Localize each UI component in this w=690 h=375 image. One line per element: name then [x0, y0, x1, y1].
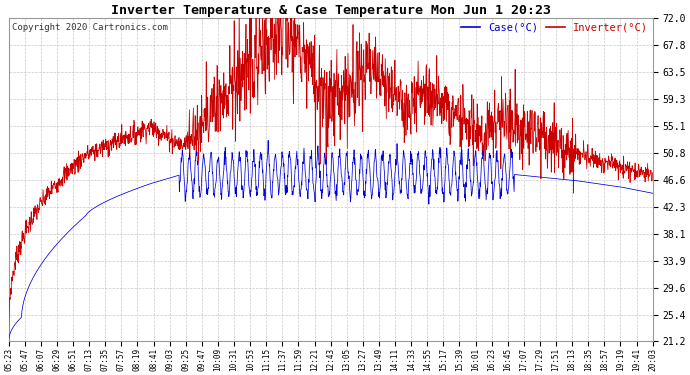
Legend: Case(°C), Inverter(°C): Case(°C), Inverter(°C)	[457, 18, 653, 37]
Title: Inverter Temperature & Case Temperature Mon Jun 1 20:23: Inverter Temperature & Case Temperature …	[110, 4, 551, 17]
Text: Copyright 2020 Cartronics.com: Copyright 2020 Cartronics.com	[12, 23, 168, 32]
